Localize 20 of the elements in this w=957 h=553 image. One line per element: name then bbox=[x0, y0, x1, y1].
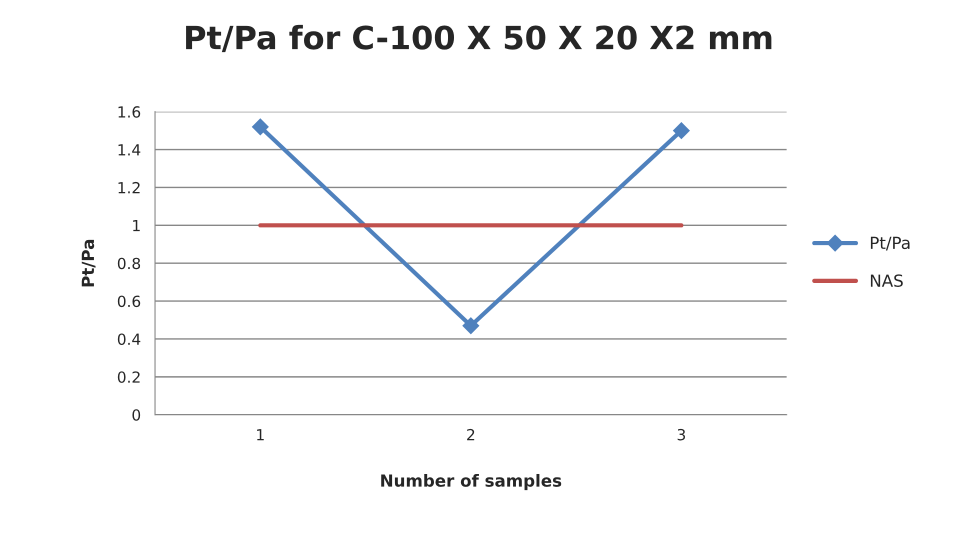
y-tick-label: 0.2 bbox=[118, 371, 140, 383]
y-tick-label: 0.6 bbox=[118, 296, 140, 308]
y-tick-label: 0 bbox=[132, 409, 140, 421]
x-tick-label: 2 bbox=[467, 428, 474, 440]
legend-label: NAS bbox=[870, 274, 903, 287]
y-tick-label: 1 bbox=[133, 220, 140, 232]
legend-label: Pt/Pa bbox=[870, 236, 910, 250]
point bbox=[673, 122, 690, 140]
y-tick-label: 0.4 bbox=[118, 333, 140, 346]
x-tick-label: 3 bbox=[678, 428, 686, 440]
y-tick-label: 0.8 bbox=[118, 258, 140, 270]
point bbox=[252, 118, 269, 136]
chart-title: Pt/Pa for C-100 X 50 X 20 X2 mm bbox=[186, 24, 772, 52]
x-axis-title: Number of samples bbox=[381, 474, 562, 490]
y-tick-label: 1.6 bbox=[118, 106, 140, 118]
y-axis-title: Pt/Pa bbox=[82, 240, 96, 286]
x-tick-label: 1 bbox=[257, 429, 264, 440]
point bbox=[462, 317, 480, 334]
y-tick-label: 1.4 bbox=[118, 144, 140, 156]
y-tick-label: 1.2 bbox=[118, 182, 140, 194]
